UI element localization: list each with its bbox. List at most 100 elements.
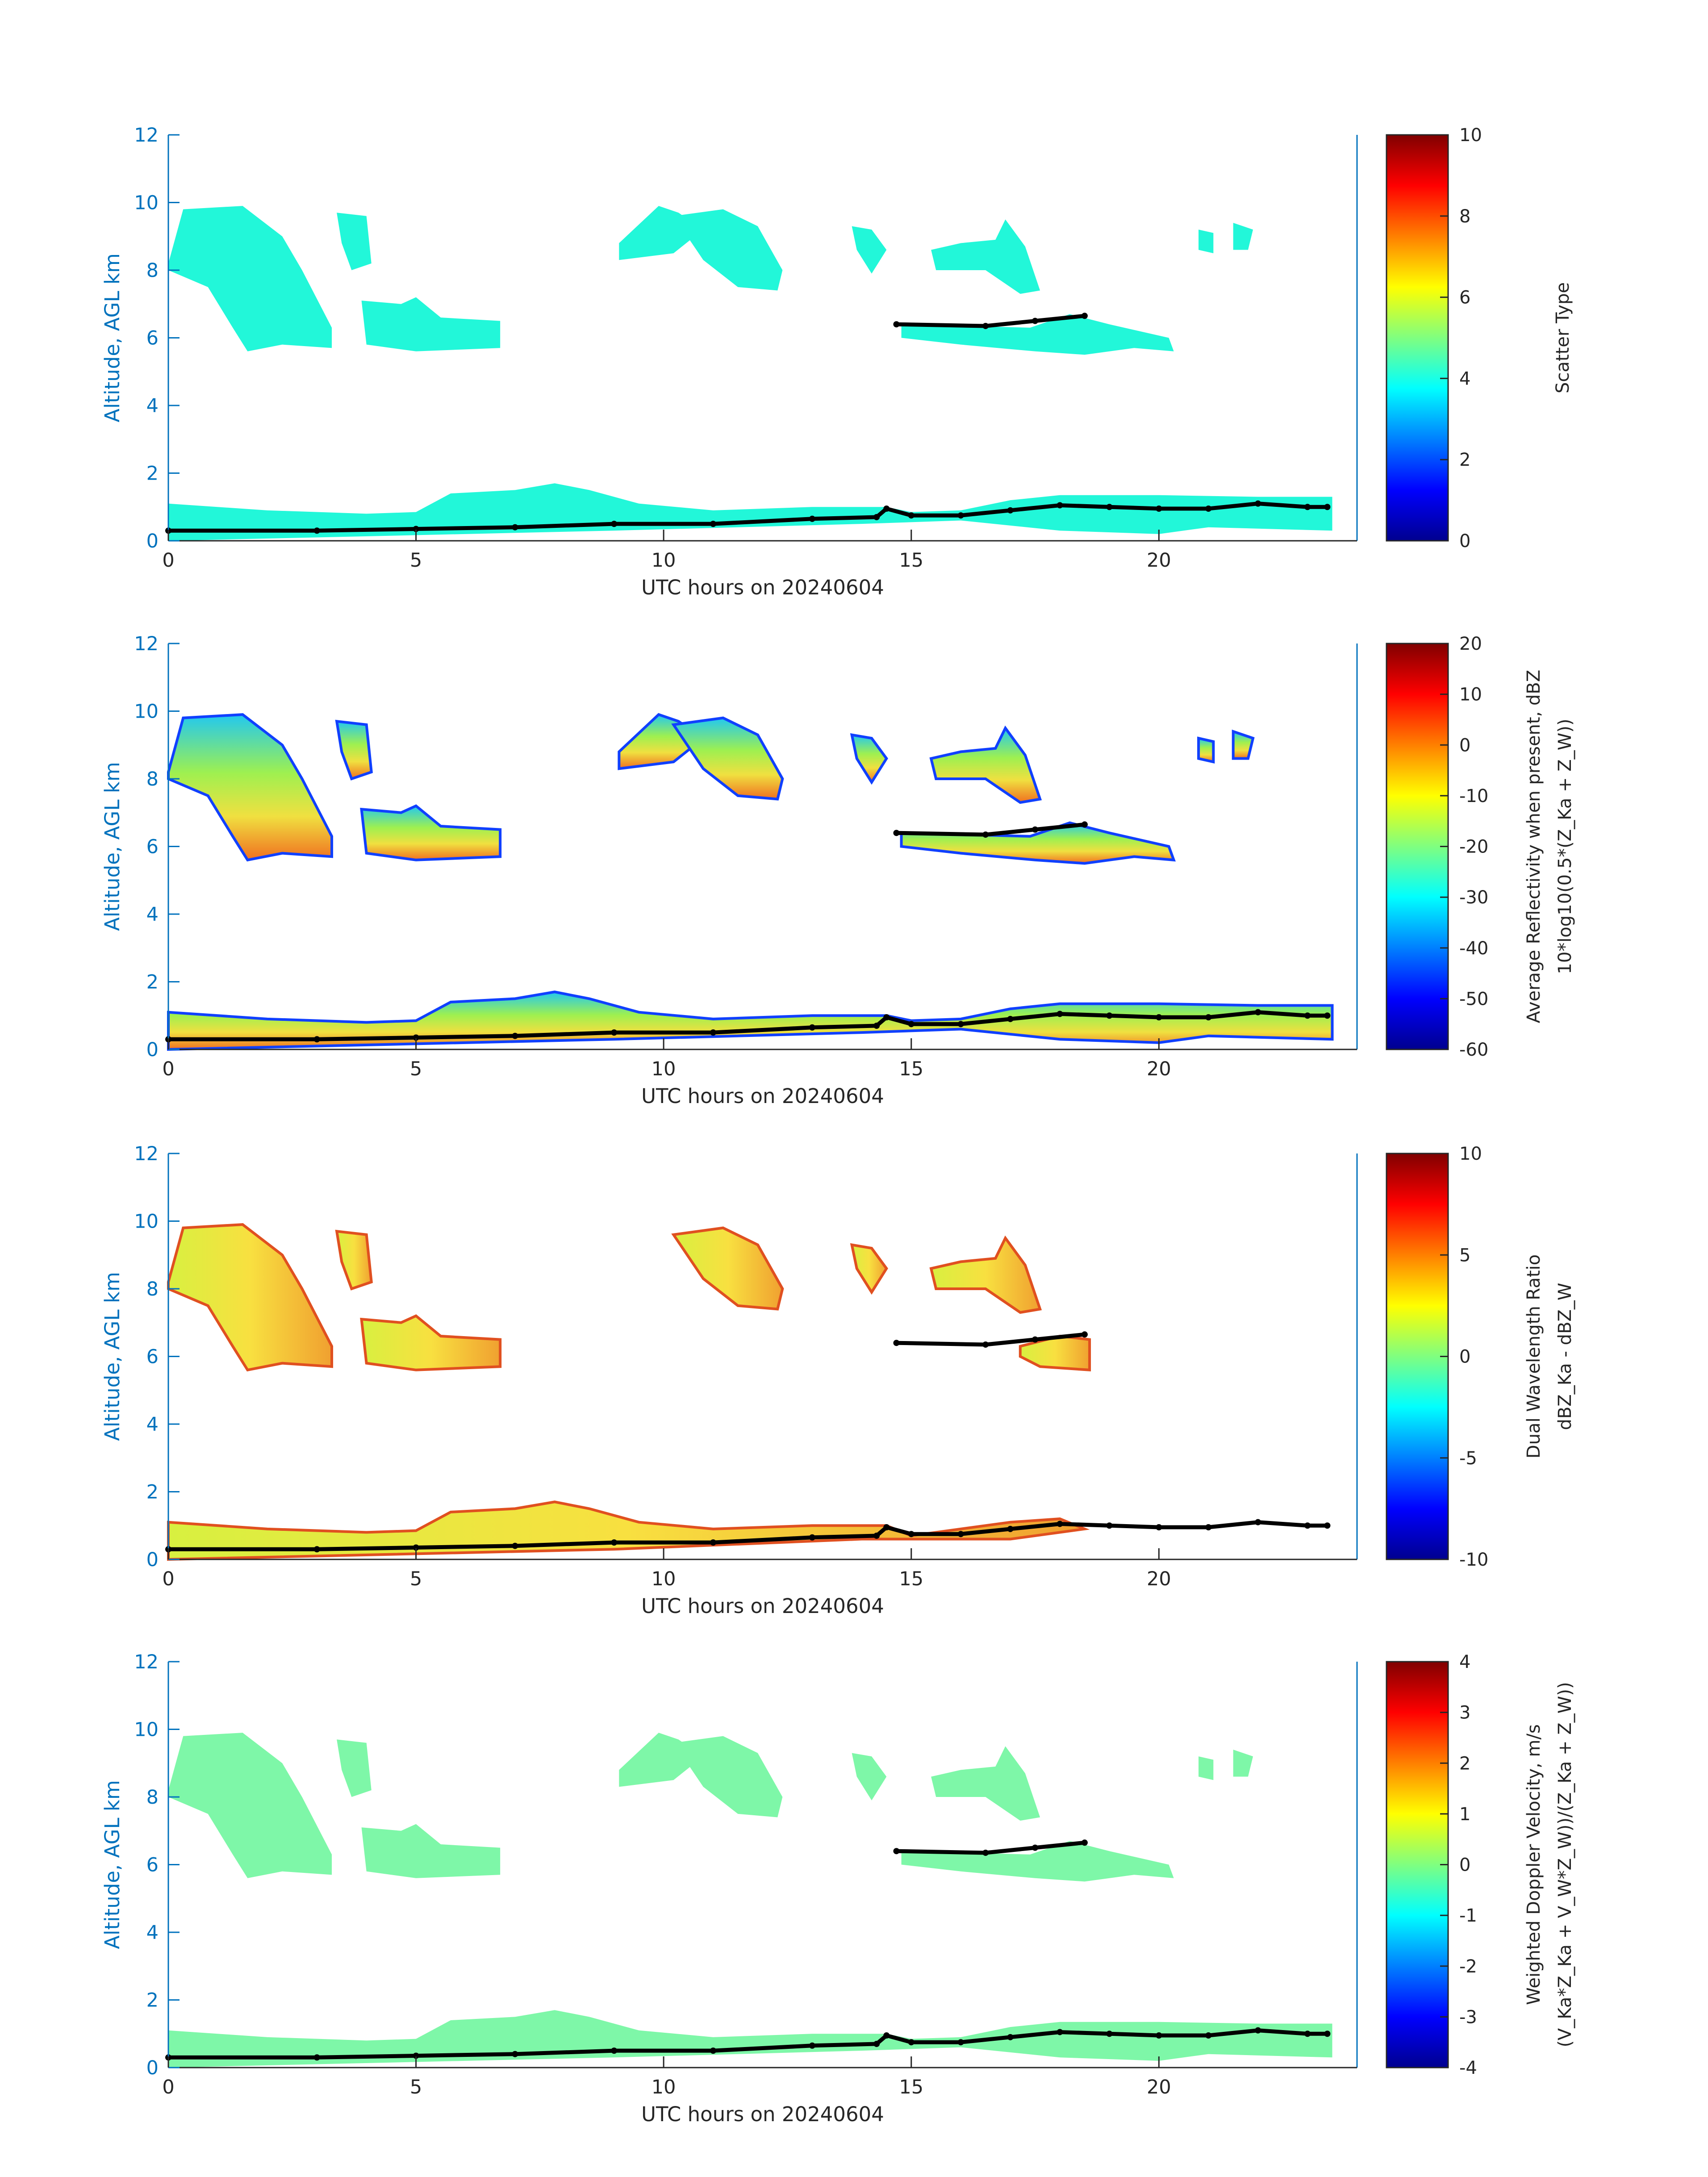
- colorbar-tick-label: -10: [1459, 786, 1488, 806]
- boundary-point: [1057, 1521, 1063, 1527]
- x-tick-label: 20: [1147, 1568, 1171, 1590]
- boundary-point: [1106, 1522, 1113, 1529]
- cloud-region: [671, 716, 784, 801]
- x-tick-label: 20: [1147, 2076, 1171, 2098]
- boundary-point: [313, 1036, 320, 1043]
- y-tick-label: 12: [134, 1143, 159, 1165]
- y-axis-label: Altitude, AGL km: [100, 253, 124, 422]
- boundary-point: [873, 514, 880, 520]
- colorbar-tick-label: -10: [1459, 1550, 1488, 1570]
- boundary-point: [413, 1034, 419, 1041]
- colorbar-label: Average Reflectivity when present, dBZ: [1524, 670, 1544, 1023]
- colorbar-tick-label: 0: [1459, 531, 1470, 552]
- cloud-region: [850, 1243, 888, 1295]
- boundary-point: [883, 1014, 890, 1021]
- colorbar-label: Scatter Type: [1553, 282, 1573, 393]
- y-tick-label: 12: [134, 124, 159, 146]
- y-tick-label: 6: [146, 327, 159, 350]
- y-tick-label: 6: [146, 1854, 159, 1876]
- boundary-point: [873, 2040, 880, 2047]
- y-tick-label: 12: [134, 633, 159, 655]
- boundary-point: [893, 1340, 900, 1346]
- boundary-point: [1081, 1331, 1088, 1338]
- y-tick-label: 12: [134, 1651, 159, 1673]
- colorbar-tick-label: 8: [1459, 206, 1470, 227]
- colorbar-tick-label: -3: [1459, 2007, 1477, 2027]
- boundary-point: [1324, 1522, 1331, 1529]
- cloud-region: [852, 1753, 887, 1801]
- cloud-region: [1199, 1756, 1214, 1780]
- colorbar-tick-label: 0: [1459, 735, 1470, 756]
- boundary-point: [873, 1022, 880, 1029]
- boundary-point: [1205, 2032, 1212, 2039]
- colorbar-label: 10*log10(0.5*(Z_Ka + Z_W)): [1555, 719, 1575, 974]
- boundary-point: [883, 2032, 890, 2039]
- boundary-point: [809, 1024, 815, 1031]
- cloud-region: [1199, 230, 1214, 254]
- boundary-point: [883, 506, 890, 512]
- cloud-region: [360, 804, 502, 861]
- colorbar-tick-label: -60: [1459, 1040, 1488, 1060]
- x-tick-label: 10: [651, 2076, 676, 2098]
- boundary-point: [1057, 502, 1063, 509]
- boundary-point: [1106, 2031, 1113, 2037]
- boundary-point: [1205, 1524, 1212, 1531]
- cloud-top-line: [896, 1840, 1085, 1855]
- colorbar-tick-label: 10: [1459, 125, 1482, 146]
- y-tick-label: 0: [146, 1039, 159, 1061]
- cloud-region: [931, 219, 1040, 294]
- boundary-point: [1324, 1012, 1331, 1019]
- y-tick-label: 2: [146, 971, 159, 994]
- boundary-point: [957, 2039, 964, 2046]
- x-axis-label: UTC hours on 20240604: [641, 2102, 884, 2126]
- boundary-point: [313, 1546, 320, 1553]
- y-tick-label: 8: [146, 259, 159, 282]
- cloud-region: [1233, 222, 1253, 250]
- panel-3: 0 2 4 6 8 10 12 0 5 10 15 20 UTC hours on 20240604 Al…: [100, 1143, 1575, 1618]
- boundary-point: [908, 1021, 915, 1028]
- colorbar-tick-label: 0: [1459, 1855, 1470, 1876]
- boundary-point: [1324, 2031, 1331, 2037]
- boundary-point: [313, 2054, 320, 2061]
- boundary-point: [512, 1032, 518, 1039]
- boundary-point: [893, 1848, 900, 1855]
- colorbar-tick-label: -30: [1459, 887, 1488, 908]
- boundary-point: [1007, 2034, 1014, 2040]
- boundary-point: [512, 2051, 518, 2057]
- colorbar: [1386, 643, 1449, 1050]
- cloud-region: [361, 1824, 501, 1878]
- boundary-point: [809, 515, 815, 522]
- y-tick-label: 0: [146, 1549, 159, 1571]
- x-tick-label: 10: [651, 1058, 676, 1080]
- boundary-point: [1156, 1524, 1162, 1531]
- y-tick-label: 10: [134, 1211, 159, 1233]
- y-tick-label: 2: [146, 463, 159, 485]
- cloud-region: [167, 1223, 334, 1372]
- cloud-region: [168, 206, 332, 351]
- boundary-point: [893, 321, 900, 328]
- boundary-point: [1205, 506, 1212, 512]
- x-tick-label: 0: [162, 1568, 174, 1590]
- y-tick-label: 4: [146, 1413, 159, 1436]
- boundary-point: [611, 521, 618, 527]
- colorbar-tick-label: -4: [1459, 2058, 1477, 2078]
- colorbar-tick-label: 1: [1459, 1804, 1470, 1825]
- boundary-point: [957, 1021, 964, 1028]
- boundary-point: [873, 1532, 880, 1539]
- boundary-point: [313, 527, 320, 534]
- colorbar-tick-label: 4: [1459, 1652, 1470, 1672]
- x-tick-label: 10: [651, 1568, 676, 1590]
- x-tick-label: 15: [899, 1568, 923, 1590]
- boundary-point: [1007, 1015, 1014, 1022]
- cloud-region: [337, 213, 372, 270]
- colorbar-label: dBZ_Ka - dBZ_W: [1555, 1283, 1575, 1430]
- boundary-point: [1081, 313, 1088, 319]
- x-tick-label: 15: [899, 1058, 923, 1080]
- boundary-point: [512, 1542, 518, 1549]
- colorbar-tick-label: -5: [1459, 1448, 1477, 1469]
- boundary-point: [809, 1534, 815, 1541]
- boundary-point: [710, 1029, 717, 1036]
- y-tick-label: 4: [146, 903, 159, 926]
